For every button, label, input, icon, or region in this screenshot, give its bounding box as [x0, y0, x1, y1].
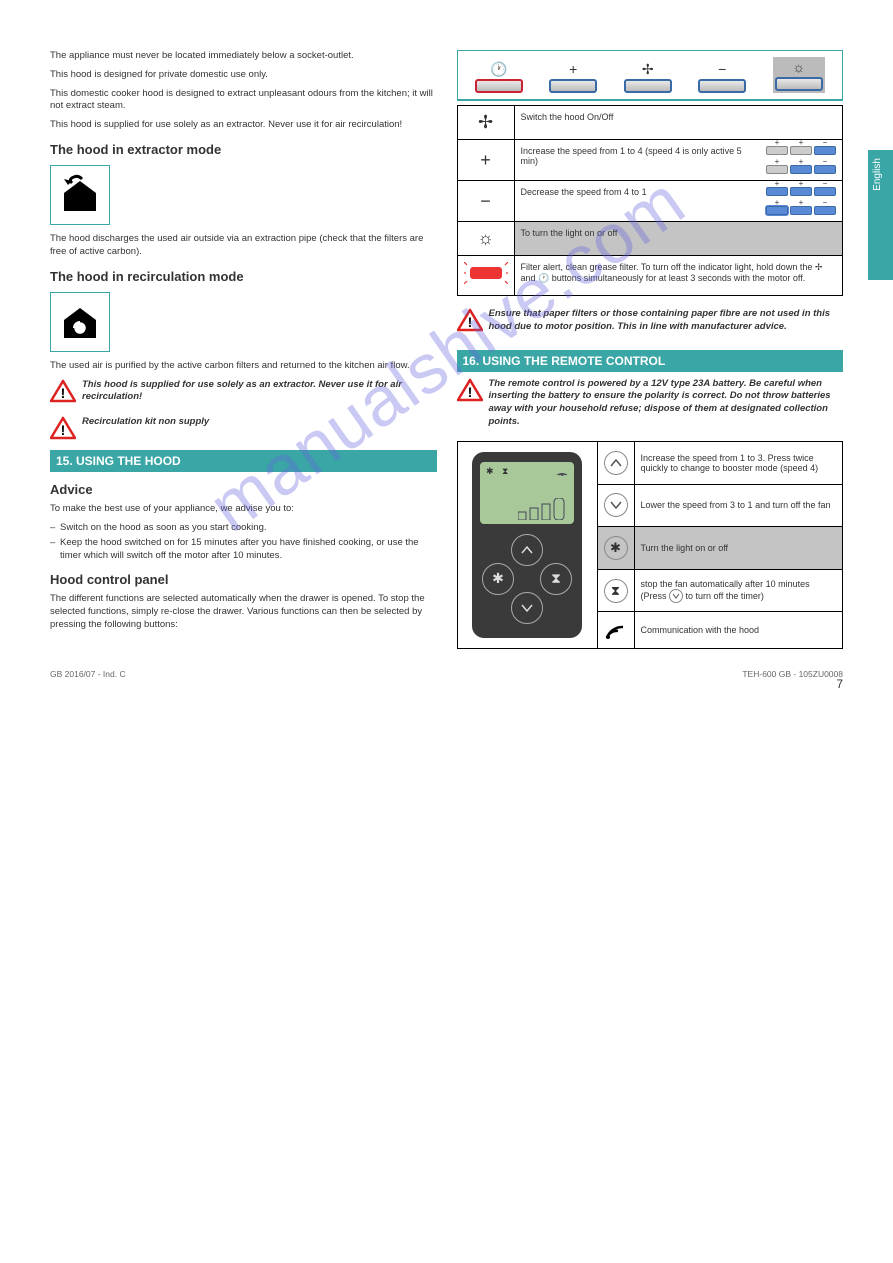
- warn-recirc-kit: Recirculation kit non supply: [82, 416, 437, 429]
- light-star-icon: ✱: [604, 536, 628, 560]
- advice-item: Switch on the hood as soon as you start …: [50, 522, 437, 535]
- minus-icon: −: [718, 61, 726, 77]
- recirc-mode-icon: [50, 292, 110, 352]
- ctrl-minus-desc: Decrease the speed from 4 to 1: [521, 187, 759, 197]
- warning-icon: !: [50, 379, 76, 403]
- section-bar-using-hood: 15. USING THE HOOD: [50, 450, 437, 472]
- table-row: Filter alert, clean grease filter. To tu…: [457, 256, 843, 296]
- warn-grease-filter: Ensure that paper filters or those conta…: [489, 308, 844, 334]
- light-icon: ☼: [792, 59, 805, 75]
- remote-btn-light[interactable]: ✱: [482, 563, 514, 595]
- remote-control-image: ✱ ⧗: [472, 452, 582, 638]
- page-number: 7: [836, 677, 843, 691]
- down-icon: [669, 589, 683, 603]
- extractor-mode-icon: [50, 165, 110, 225]
- heading-control-panel: Hood control panel: [50, 572, 437, 587]
- remote-timer-desc: stop the fan automatically after 10 minu…: [634, 569, 843, 612]
- wifi-icon: [556, 466, 568, 476]
- para-extractor-desc: The hood discharges the used air outside…: [50, 233, 437, 259]
- warning-icon: !: [457, 308, 483, 332]
- para-private: This hood is designed for private domest…: [50, 69, 437, 82]
- para-odours: This domestic cooker hood is designed to…: [50, 88, 437, 114]
- remote-table: ✱ ⧗: [457, 441, 844, 649]
- page-footer: GB 2016/07 - Ind. C TEH-600 GB - 105ZU00…: [50, 669, 843, 679]
- ctrl-filter-desc: Filter alert, clean grease filter. To tu…: [514, 256, 843, 296]
- hourglass-icon: ⧗: [502, 466, 508, 477]
- control-table: ✢ Switch the hood On/Off + Increase the …: [457, 105, 844, 296]
- ctrl-fan-desc: Switch the hood On/Off: [514, 106, 843, 140]
- remote-btn-timer[interactable]: ⧗: [540, 563, 572, 595]
- footer-left: GB 2016/07 - Ind. C: [50, 669, 126, 679]
- fan-icon: ✢: [642, 61, 654, 77]
- panel-btn-minus[interactable]: [698, 79, 746, 93]
- panel-btn-plus[interactable]: [549, 79, 597, 93]
- para-extractor-only: This hood is supplied for use solely as …: [50, 119, 437, 132]
- fan-icon: ✢: [478, 112, 493, 132]
- remote-btn-up[interactable]: [511, 534, 543, 566]
- footer-right: TEH-600 GB - 105ZU0008: [742, 669, 843, 679]
- ctrl-light-desc: To turn the light on or off: [514, 222, 843, 256]
- heading-extractor-mode: The hood in extractor mode: [50, 142, 437, 157]
- para-recirc-desc: The used air is purified by the active c…: [50, 360, 437, 373]
- table-row: ☼ To turn the light on or off: [457, 222, 843, 256]
- remote-up-desc: Increase the speed from 1 to 3. Press tw…: [634, 441, 843, 484]
- up-icon: [604, 451, 628, 475]
- remote-btn-down[interactable]: [511, 592, 543, 624]
- speed-indicator-stack: ++− ++−: [766, 187, 836, 215]
- warning-icon: !: [457, 378, 483, 402]
- heading-recirc-mode: The hood in recirculation mode: [50, 269, 437, 284]
- filter-alert-icon: [464, 262, 508, 284]
- fan-icon: ✢: [815, 262, 823, 273]
- clock-icon: 🕐: [538, 273, 549, 284]
- heading-advice: Advice: [50, 482, 437, 497]
- para-socket: The appliance must never be located imme…: [50, 50, 437, 63]
- light-star-icon: ✱: [486, 466, 494, 477]
- control-panel-diagram: 🕐 + ✢ − ☼: [457, 50, 844, 101]
- remote-light-desc: Turn the light on or off: [634, 527, 843, 570]
- svg-text:!: !: [61, 422, 66, 438]
- remote-comm-desc: Communication with the hood: [634, 612, 843, 648]
- panel-btn-fan[interactable]: [624, 79, 672, 93]
- panel-btn-timer[interactable]: [475, 79, 523, 93]
- light-icon: ☼: [477, 228, 494, 248]
- warn-remote-battery: The remote control is powered by a 12V t…: [489, 378, 844, 429]
- timer-icon: ⧗: [604, 579, 628, 603]
- side-language-label: English: [868, 150, 887, 199]
- plus-icon: +: [480, 150, 491, 170]
- table-row: ✢ Switch the hood On/Off: [457, 106, 843, 140]
- left-column: The appliance must never be located imme…: [50, 50, 437, 649]
- para-advice-intro: To make the best use of your appliance, …: [50, 503, 437, 516]
- remote-down-desc: Lower the speed from 3 to 1 and turn off…: [634, 484, 843, 527]
- section-bar-remote: 16. USING THE REMOTE CONTROL: [457, 350, 844, 372]
- remote-screen: ✱ ⧗: [480, 462, 574, 524]
- speed-indicator-stack: ++− ++−: [766, 146, 836, 174]
- warn-extractor-only: This hood is supplied for use solely as …: [82, 379, 437, 405]
- clock-icon: 🕐: [490, 61, 507, 77]
- para-control-desc: The different functions are selected aut…: [50, 593, 437, 631]
- panel-btn-light[interactable]: [775, 77, 823, 91]
- wifi-icon: [604, 621, 628, 639]
- minus-icon: −: [480, 191, 491, 211]
- table-row: − Decrease the speed from 4 to 1 ++− ++−: [457, 181, 843, 222]
- plus-icon: +: [569, 61, 577, 77]
- svg-text:!: !: [61, 385, 66, 401]
- svg-text:!: !: [467, 384, 472, 400]
- table-row: ✱ ⧗: [457, 441, 843, 484]
- advice-list: Switch on the hood as soon as you start …: [50, 522, 437, 562]
- side-language-tab: English: [868, 150, 893, 280]
- down-icon: [604, 493, 628, 517]
- warning-icon: !: [50, 416, 76, 440]
- ctrl-plus-desc: Increase the speed from 1 to 4 (speed 4 …: [521, 146, 759, 166]
- right-column: 🕐 + ✢ − ☼ ✢ Switch the hood On/Off + Inc: [457, 50, 844, 649]
- table-row: + Increase the speed from 1 to 4 (speed …: [457, 140, 843, 181]
- svg-text:!: !: [467, 314, 472, 330]
- advice-item: Keep the hood switched on for 15 minutes…: [50, 537, 437, 563]
